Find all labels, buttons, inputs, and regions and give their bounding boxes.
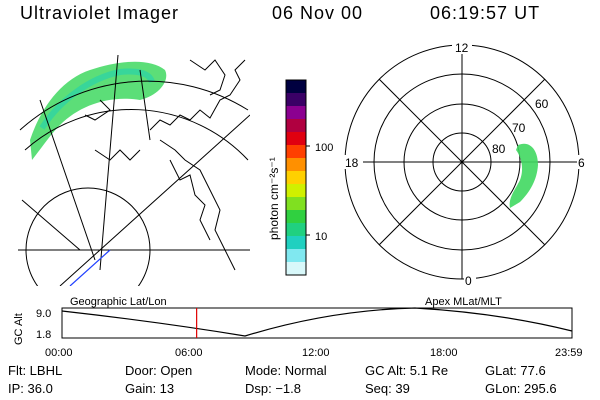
- mlt-label-0: 0: [465, 274, 472, 288]
- lat-label-80: 80: [492, 142, 506, 156]
- info-gain: Gain: 13: [125, 381, 175, 396]
- subsatellite-track: [69, 249, 111, 286]
- info-glat: GLat: 77.6: [485, 363, 546, 378]
- info-glon: GLon: 295.6: [485, 381, 557, 396]
- timeline-left-label: Geographic Lat/Lon: [70, 296, 167, 308]
- aurora-oval-polar: [509, 143, 538, 208]
- colorbar-segment: [286, 184, 306, 198]
- timeline-y-tick-bottom: 1.8: [36, 329, 51, 341]
- colorbar-segment: [286, 210, 306, 224]
- map-outer-circle: [19, 80, 249, 131]
- info-mode: Mode: Normal: [245, 363, 327, 378]
- timeline-x-tick-2: 12:00: [302, 347, 330, 359]
- timeline-y-tick-top: 9.0: [36, 308, 51, 320]
- info-ip: IP: 36.0: [8, 381, 53, 396]
- colorbar-tick-10: 10: [315, 231, 327, 243]
- polar-plot: 12 6 0 18 60 70 80: [343, 40, 591, 288]
- colorbar-tick-100: 100: [315, 142, 333, 154]
- info-flt: Flt: LBHL: [8, 363, 63, 378]
- observation-date: 06 Nov 00: [272, 3, 364, 23]
- colorbar-segment: [286, 132, 306, 146]
- geographic-map: [18, 54, 250, 286]
- colorbar-segment: [286, 262, 306, 276]
- mlt-label-12: 12: [455, 41, 469, 55]
- colorbar-segment: [286, 197, 306, 211]
- colorbar-segment: [286, 223, 306, 237]
- lat-label-60: 60: [535, 97, 549, 111]
- mlt-label-6: 6: [578, 156, 585, 170]
- colorbar-segment: [286, 158, 306, 172]
- mlt-label-18: 18: [345, 156, 359, 170]
- timeline-x-tick-3: 18:00: [430, 347, 458, 359]
- colorbar-unit-label: photon cm⁻²s⁻¹: [267, 157, 281, 240]
- colorbar-segment: [286, 171, 306, 185]
- timeline-x-tick-0: 00:00: [45, 347, 73, 359]
- timeline-y-axis-label: GC Alt: [13, 313, 25, 345]
- timeline-frame: [61, 307, 573, 339]
- info-gc-alt: GC Alt: 5.1 Re: [365, 363, 449, 378]
- colorbar-segment: [286, 119, 306, 133]
- info-seq: Seq: 39: [365, 381, 410, 396]
- timeline-right-label: Apex MLat/MLT: [425, 296, 502, 308]
- timeline-x-tick-4: 23:59: [555, 347, 583, 359]
- colorbar-segment: [286, 93, 306, 107]
- info-door: Door: Open: [125, 363, 193, 378]
- colorbar-frame: [285, 79, 307, 276]
- observation-time: 06:19:57 UT: [430, 3, 541, 23]
- colorbar-segment: [286, 80, 306, 94]
- altitude-curve: [61, 307, 573, 337]
- colorbar: [285, 79, 310, 276]
- lat-label-70: 70: [512, 121, 526, 135]
- colorbar-segment: [286, 106, 306, 120]
- coastlines: [84, 59, 246, 271]
- aurora-band-geographic: [30, 61, 167, 160]
- colorbar-segment: [286, 145, 306, 159]
- colorbar-segment: [286, 249, 306, 263]
- colorbar-segment: [286, 236, 306, 250]
- timeline-x-tick-1: 06:00: [175, 347, 203, 359]
- instrument-title: Ultraviolet Imager: [20, 3, 180, 23]
- info-dsp: Dsp: −1.8: [245, 381, 302, 396]
- timeline-panel: Geographic Lat/Lon Apex MLat/MLT GC Alt …: [13, 296, 583, 359]
- map-lat-circle-1: [24, 109, 249, 161]
